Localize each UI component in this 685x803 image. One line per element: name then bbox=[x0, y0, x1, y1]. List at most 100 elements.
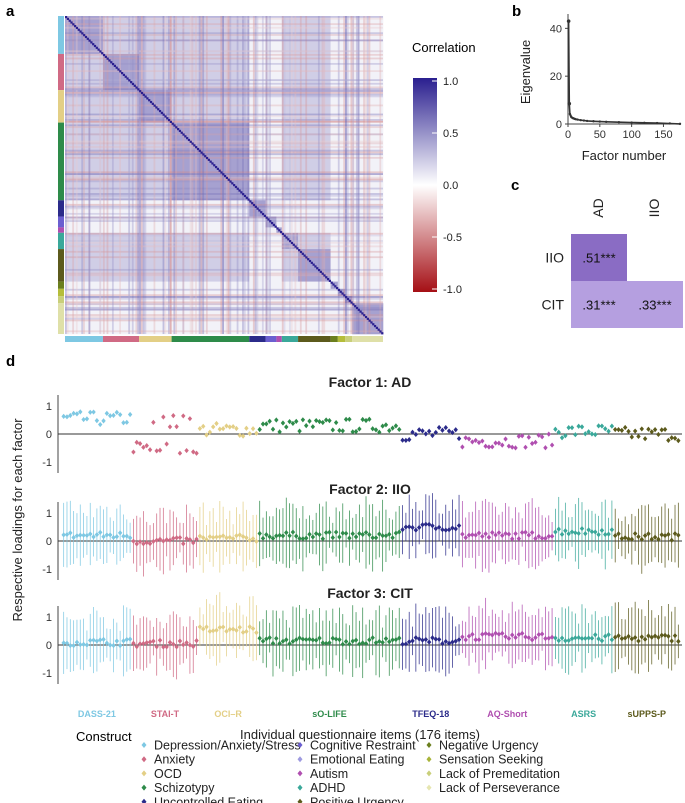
loading-point bbox=[446, 640, 452, 646]
loading-point bbox=[393, 530, 399, 536]
heatmap-diagonal-cell bbox=[372, 323, 375, 326]
y-tick-label: 0 bbox=[556, 119, 562, 131]
loading-point bbox=[154, 448, 159, 454]
loading-point bbox=[114, 533, 120, 540]
heatmap-column bbox=[83, 16, 85, 334]
heatmap-row bbox=[65, 296, 383, 298]
heatmap-block bbox=[171, 281, 250, 290]
loading-point bbox=[596, 636, 601, 642]
loading-point bbox=[310, 637, 316, 643]
loading-point bbox=[141, 541, 146, 547]
heatmap-diagonal-cell bbox=[164, 115, 167, 118]
loading-point bbox=[340, 428, 345, 434]
loading-point bbox=[546, 533, 551, 539]
loading-point bbox=[490, 632, 495, 638]
loading-point bbox=[390, 637, 395, 643]
heatmap-diagonal-cell bbox=[139, 90, 142, 93]
loading-point bbox=[207, 533, 213, 540]
panel-label-d: d bbox=[6, 353, 15, 370]
heatmap-row bbox=[65, 314, 383, 316]
heatmap-diagonal-cell bbox=[238, 189, 241, 192]
heatmap-row bbox=[65, 317, 383, 320]
heatmap-row bbox=[65, 156, 383, 159]
heatmap-row bbox=[65, 178, 383, 181]
loading-point bbox=[593, 529, 598, 535]
legend-item-label: Uncontrolled Eating bbox=[154, 795, 263, 803]
heatmap-row bbox=[65, 203, 383, 206]
heatmap-diagonal-cell bbox=[110, 61, 113, 64]
loading-point bbox=[210, 628, 216, 634]
loading-point bbox=[453, 427, 458, 433]
loading-point bbox=[672, 633, 678, 639]
loading-point bbox=[91, 534, 96, 540]
loading-point bbox=[217, 426, 223, 432]
loading-point bbox=[403, 641, 409, 647]
loading-point bbox=[207, 429, 213, 435]
loading-point bbox=[470, 631, 475, 637]
loading-point bbox=[307, 531, 312, 537]
loading-point bbox=[240, 433, 246, 439]
loading-point bbox=[589, 635, 595, 641]
heatmap-row bbox=[65, 53, 383, 56]
heatmap-column bbox=[205, 16, 208, 334]
table-row-header: IIO bbox=[545, 250, 564, 266]
heatmap-block bbox=[102, 281, 140, 290]
heatmap-column bbox=[195, 16, 197, 334]
loading-point bbox=[546, 431, 551, 437]
loadings-y-tick-label: 1 bbox=[46, 508, 52, 520]
loading-point bbox=[287, 418, 292, 425]
loading-point bbox=[652, 633, 658, 639]
heatmap-row bbox=[65, 16, 383, 18]
loading-point bbox=[157, 536, 163, 542]
heatmap-block bbox=[337, 16, 346, 55]
heatmap-block bbox=[65, 227, 104, 234]
heatmap-row bbox=[65, 303, 383, 306]
heatmap-diagonal-cell bbox=[74, 25, 77, 28]
heatmap-row bbox=[65, 268, 383, 271]
loading-point bbox=[443, 527, 448, 533]
loading-point bbox=[177, 638, 183, 644]
heatmap-diagonal-cell bbox=[287, 238, 290, 241]
heatmap-block bbox=[276, 90, 283, 123]
heatmap-row bbox=[65, 303, 383, 306]
loading-point bbox=[616, 531, 621, 537]
loading-point bbox=[254, 538, 259, 544]
heatmap-diagonal-cell bbox=[269, 220, 272, 223]
heatmap-diagonal-cell bbox=[359, 310, 362, 313]
heatmap-column bbox=[139, 16, 141, 334]
heatmap-diagonal-cell bbox=[207, 158, 210, 161]
heatmap-column bbox=[72, 16, 75, 334]
loading-point bbox=[227, 534, 232, 540]
loading-point bbox=[290, 638, 296, 644]
loading-point bbox=[134, 644, 139, 650]
loading-point bbox=[443, 424, 448, 431]
heatmap-block bbox=[265, 122, 277, 201]
heatmap-column bbox=[229, 16, 232, 334]
loading-point bbox=[187, 536, 193, 543]
loading-point bbox=[496, 440, 502, 446]
heatmap-diagonal-cell bbox=[261, 212, 265, 216]
heatmap-diagonal-cell bbox=[290, 241, 294, 245]
loading-point bbox=[380, 423, 385, 429]
loading-point bbox=[300, 417, 306, 423]
loading-point bbox=[553, 426, 558, 432]
heatmap-block bbox=[249, 288, 266, 297]
heatmap-diagonal-cell bbox=[178, 129, 182, 133]
heatmap-column bbox=[343, 16, 346, 334]
heatmap-block bbox=[337, 281, 346, 290]
heatmap-column bbox=[164, 16, 167, 334]
loading-point bbox=[260, 535, 266, 541]
loading-point bbox=[599, 423, 605, 429]
heatmap-block bbox=[171, 16, 250, 55]
loading-point bbox=[144, 539, 149, 546]
heatmap-row bbox=[65, 62, 383, 65]
heatmap-block bbox=[102, 216, 140, 228]
table-cell-value: .33*** bbox=[638, 298, 671, 313]
loading-point bbox=[559, 531, 565, 537]
colorbar-tick-label: 0.5 bbox=[443, 128, 458, 140]
loading-point bbox=[330, 427, 335, 433]
heatmap-block bbox=[65, 216, 104, 228]
loadings-y-tick-label: -1 bbox=[42, 457, 52, 469]
heatmap-column bbox=[352, 16, 355, 334]
loading-point bbox=[629, 636, 635, 642]
